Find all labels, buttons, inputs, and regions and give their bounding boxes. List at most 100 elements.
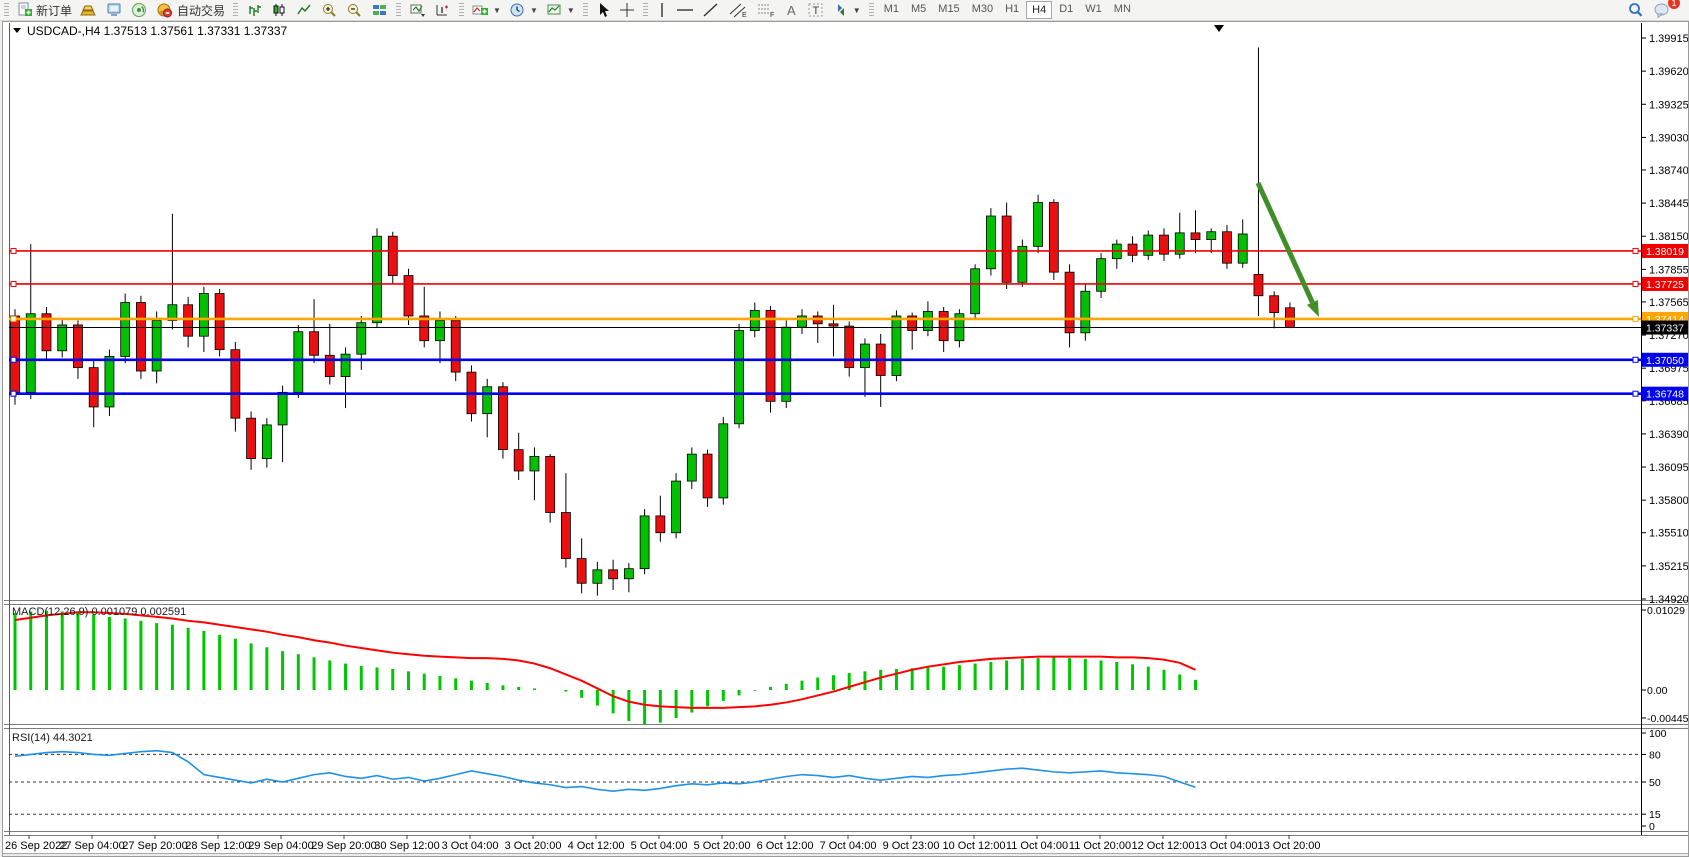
svg-text:MACD(12,26,9) 0.001079 0.00259: MACD(12,26,9) 0.001079 0.002591: [12, 606, 186, 618]
chat-button[interactable]: 1: [1649, 0, 1680, 20]
bar-chart-button[interactable]: [242, 0, 267, 20]
svg-text:29 Sep 20:00: 29 Sep 20:00: [311, 840, 376, 852]
svg-text:RSI(14) 44.3021: RSI(14) 44.3021: [12, 732, 93, 744]
trend-arrow: [1255, 181, 1319, 317]
timeframe-h4-button[interactable]: H4: [1026, 1, 1053, 19]
text-button[interactable]: A: [780, 0, 803, 20]
indicators-button[interactable]: ▼: [468, 0, 505, 20]
candlestick-chart-button[interactable]: [267, 0, 292, 20]
text-icon: A: [787, 3, 796, 18]
signal-icon: [131, 2, 148, 18]
trendline-icon: [703, 3, 718, 17]
svg-text:15: 15: [1649, 809, 1661, 821]
new-order-button[interactable]: 新订单: [13, 0, 76, 20]
autotrading-icon: [156, 2, 174, 18]
arrows-button[interactable]: ▼: [829, 0, 865, 20]
toolbar-grip: [642, 3, 648, 17]
toolbar-grip: [459, 3, 465, 17]
autotrading-button[interactable]: 自动交易: [152, 0, 229, 20]
periods-button[interactable]: ▼: [505, 0, 542, 20]
search-button[interactable]: [1623, 0, 1649, 20]
cursor-button[interactable]: [592, 0, 615, 20]
svg-text:1.35510: 1.35510: [1649, 528, 1688, 540]
svg-text:1.38445: 1.38445: [1649, 198, 1688, 210]
svg-text:1.37725: 1.37725: [1646, 279, 1684, 291]
chart-shift-marker: [1214, 25, 1224, 32]
crosshair-button[interactable]: [615, 0, 639, 20]
timeframe-m15-button[interactable]: M15: [938, 3, 960, 15]
chevron-down-icon: ▼: [566, 5, 575, 15]
svg-text:6 Oct 12:00: 6 Oct 12:00: [757, 840, 814, 852]
market-watch-button[interactable]: [76, 0, 102, 20]
svg-text:1.37050: 1.37050: [1646, 355, 1684, 367]
terminal-button[interactable]: [102, 0, 127, 20]
svg-text:A: A: [787, 3, 796, 18]
track-chart-icon: [436, 5, 449, 16]
auto-arrange-button[interactable]: [405, 0, 430, 20]
text-label-button[interactable]: T: [803, 0, 829, 20]
fibonacci-icon: F: [757, 4, 774, 18]
svg-text:E: E: [742, 12, 747, 18]
macd-panel: MACD(12,26,9) 0.001079 0.002591 0.01029 0.…: [12, 605, 1688, 725]
chart-canvas[interactable]: USDCAD-,H4 1.37513 1.37561 1.37331 1.373…: [3, 22, 1688, 856]
tile-windows-button[interactable]: [367, 0, 392, 20]
toolbar-grip: [868, 3, 874, 17]
svg-text:1.38740: 1.38740: [1649, 165, 1688, 177]
chart-window[interactable]: USDCAD-,H4 1.37513 1.37561 1.37331 1.373…: [2, 21, 1689, 857]
vertical-line-icon: [661, 3, 663, 17]
line-chart-button[interactable]: [292, 0, 317, 20]
svg-text:1.36748: 1.36748: [1646, 389, 1684, 401]
svg-text:3 Oct 04:00: 3 Oct 04:00: [442, 840, 499, 852]
timeframe-d1-button[interactable]: D1: [1059, 3, 1074, 15]
macd-signal-line: [14, 611, 1196, 709]
timeframe-m1-button[interactable]: M1: [883, 3, 899, 15]
chat-badge: 1: [1668, 0, 1680, 9]
toolbar-grip: [396, 3, 402, 17]
horizontal-line-button[interactable]: [672, 0, 698, 20]
svg-text:26 Sep 2022: 26 Sep 2022: [5, 840, 67, 852]
timeframe-mn-button[interactable]: MN: [1113, 3, 1131, 15]
svg-text:1.35215: 1.35215: [1649, 561, 1688, 573]
svg-text:100: 100: [1649, 728, 1667, 740]
svg-text:10 Oct 12:00: 10 Oct 12:00: [943, 840, 1006, 852]
svg-text:0.00: 0.00: [1647, 685, 1668, 697]
equidistant-channel-button[interactable]: E: [724, 0, 752, 20]
new-order-label: 新订单: [36, 3, 73, 18]
svg-text:13 Oct 04:00: 13 Oct 04:00: [1195, 840, 1258, 852]
templates-button[interactable]: ▼: [542, 0, 579, 20]
svg-text:29 Sep 04:00: 29 Sep 04:00: [248, 840, 313, 852]
trendline-button[interactable]: [698, 0, 724, 20]
svg-text:1.39030: 1.39030: [1649, 132, 1688, 144]
price-axis: 1.39915 1.39620 1.39325 1.39030 1.38740 1.384…: [1641, 33, 1688, 606]
timeframe-w1-button[interactable]: W1: [1085, 3, 1102, 15]
svg-text:1.35800: 1.35800: [1649, 495, 1688, 507]
timeframe-m30-button[interactable]: M30: [971, 3, 994, 15]
zoom-in-button[interactable]: [317, 0, 342, 20]
svg-text:30 Sep 12:00: 30 Sep 12:00: [374, 840, 439, 852]
autotrading-label: 自动交易: [177, 3, 226, 18]
svg-text:F: F: [770, 12, 774, 18]
svg-text:11 Oct 04:00: 11 Oct 04:00: [1006, 840, 1068, 852]
gold-bar-icon: [80, 2, 98, 18]
timeframe-m5-button[interactable]: M5: [911, 3, 927, 15]
horizontal-line-icon: [676, 9, 693, 11]
timeframe-h1-button[interactable]: H1: [1005, 3, 1020, 15]
svg-text:7 Oct 04:00: 7 Oct 04:00: [820, 840, 877, 852]
svg-text:0.01029: 0.01029: [1647, 605, 1685, 617]
rsi-line: [14, 749, 1196, 793]
zoom-out-button[interactable]: [342, 0, 367, 20]
track-chart-button[interactable]: [430, 0, 455, 20]
svg-text:27 Sep 04:00: 27 Sep 04:00: [59, 840, 124, 852]
rsi-panel: RSI(14) 44.3021 100 80 50 150: [9, 728, 1667, 833]
fibonacci-button[interactable]: F: [752, 0, 780, 20]
terminal-icon: [106, 2, 123, 18]
signal-button[interactable]: [127, 0, 152, 20]
auto-arrange-icon: [410, 4, 426, 17]
svg-text:1.38019: 1.38019: [1646, 246, 1684, 258]
zoom-in-icon: [323, 4, 336, 17]
vertical-line-button[interactable]: [652, 0, 672, 20]
svg-text:13 Oct 20:00: 13 Oct 20:00: [1258, 840, 1321, 852]
new-order-icon: [17, 2, 33, 18]
text-label-icon: T: [808, 3, 823, 17]
